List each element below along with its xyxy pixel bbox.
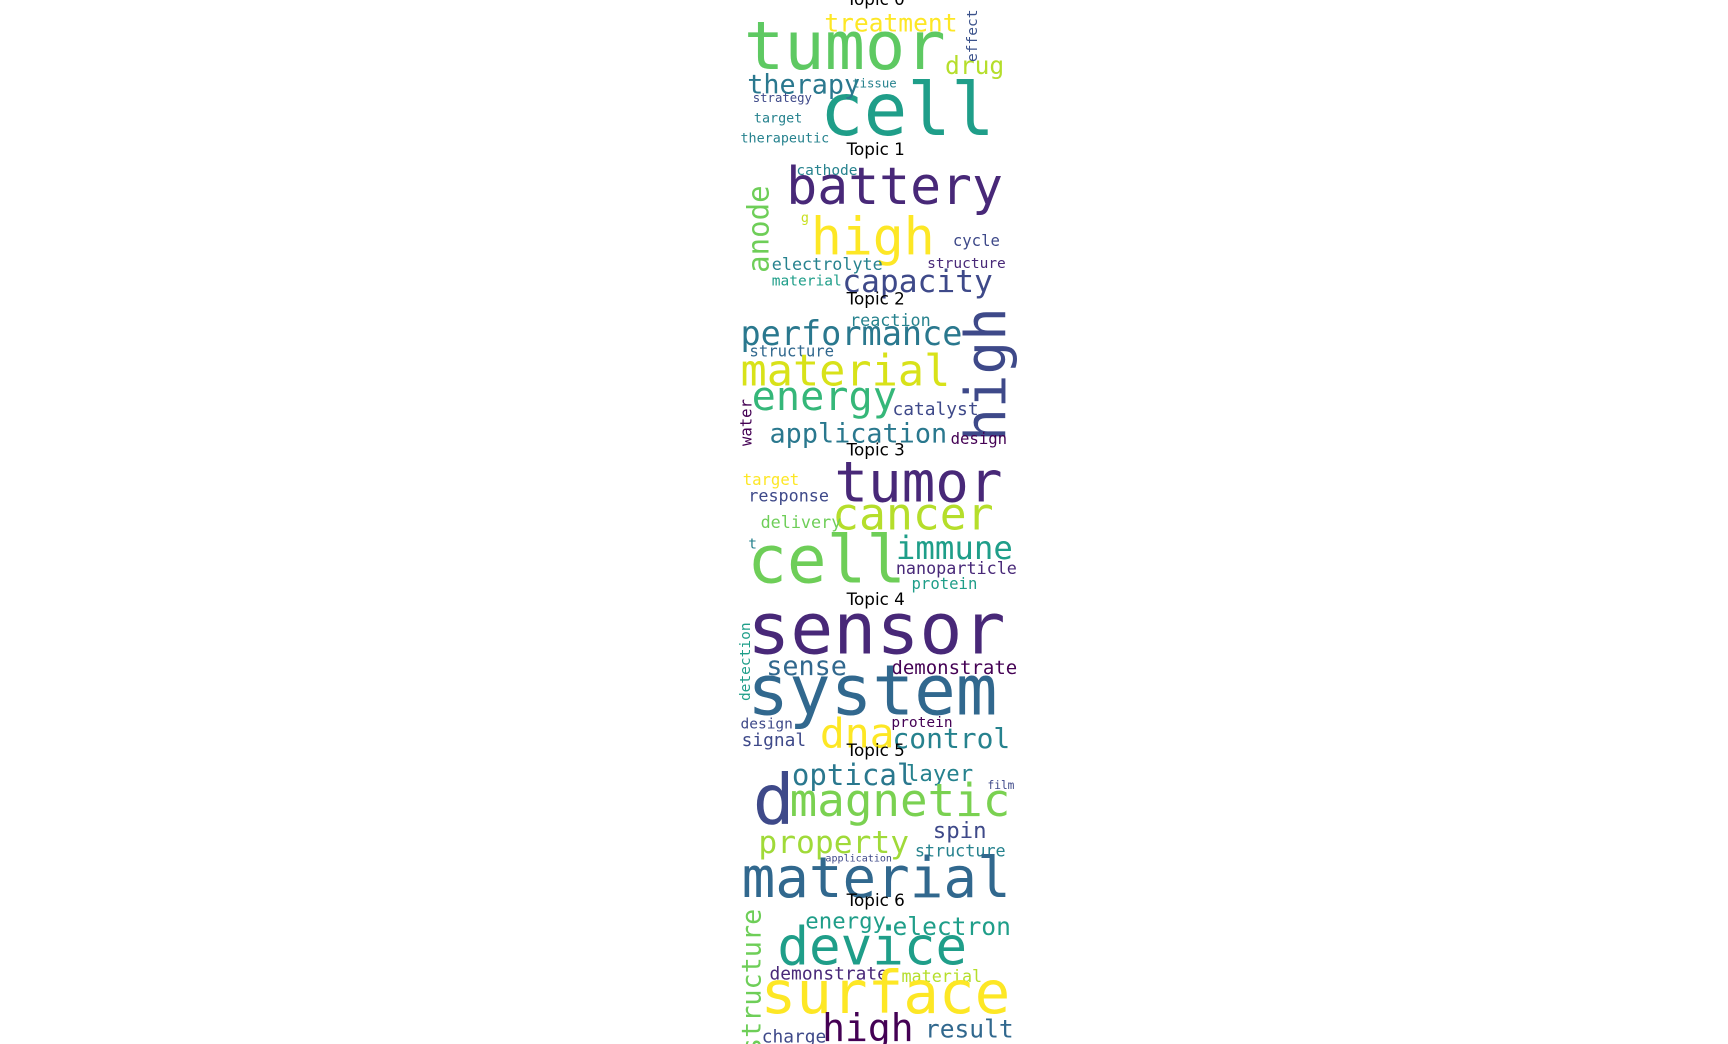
cloud-word: protein xyxy=(891,715,952,731)
cloud-word: treatment xyxy=(824,9,957,38)
cloud-word: application xyxy=(825,853,892,864)
cloud-word: application xyxy=(770,418,948,449)
topic-title: Topic 4 xyxy=(846,589,905,609)
cloud-word: t xyxy=(748,536,757,552)
cloud-word: high xyxy=(954,307,1019,442)
cloud-word: electron xyxy=(893,912,1011,941)
cloud-word: drug xyxy=(945,51,1004,80)
cloud-word: catalyst xyxy=(893,399,979,420)
cloud-word: sense xyxy=(766,651,847,682)
cloud-word: tumor xyxy=(744,7,946,85)
topic-title: Topic 5 xyxy=(846,740,905,760)
cloud-word: structure xyxy=(736,909,767,1044)
cloud-word: material xyxy=(740,346,950,396)
cloud-word: cathode xyxy=(796,163,857,179)
topic-title: Topic 2 xyxy=(846,289,905,309)
cloud-word: performance xyxy=(740,314,962,353)
cloud-word: material xyxy=(772,274,842,290)
topic-title: Topic 1 xyxy=(846,139,905,159)
cloud-word: delivery xyxy=(761,512,842,532)
cloud-word: tumor xyxy=(834,450,1002,515)
cloud-word: effect xyxy=(965,10,981,62)
cloud-word: reaction xyxy=(850,310,931,330)
cloud-word: protein xyxy=(912,574,978,593)
cloud-word: target xyxy=(754,111,802,126)
cloud-word: nanoparticle xyxy=(896,558,1017,578)
cloud-word: cell xyxy=(820,69,995,153)
cloud-word: high xyxy=(811,207,935,267)
cloud-word: structure xyxy=(749,342,834,361)
cloud-word: charge xyxy=(762,1026,827,1044)
cloud-word: spin xyxy=(933,818,987,844)
cloud-word: strategy xyxy=(753,91,812,105)
cloud-word: dna xyxy=(820,710,895,758)
cloud-word: material xyxy=(901,966,982,986)
cloud-word: cancer xyxy=(832,488,993,541)
topic-title: Topic 6 xyxy=(846,890,905,910)
cloud-word: system xyxy=(747,651,997,731)
cloud-word: response xyxy=(748,485,829,505)
cloud-word: d xyxy=(753,761,795,841)
cloud-word: structure xyxy=(915,841,1006,861)
cloud-word: signal xyxy=(742,730,807,751)
cloud-word: battery xyxy=(786,157,1003,217)
topic-title: Topic 3 xyxy=(846,439,905,459)
cloud-word: anode xyxy=(742,185,776,272)
cloud-word: capacity xyxy=(842,264,993,300)
cloud-word: therapeutic xyxy=(740,132,829,147)
cloud-word: sensor xyxy=(747,587,1005,670)
cloud-word: magnetic xyxy=(790,773,1011,827)
cloud-word: cycle xyxy=(953,231,1000,250)
cloud-word: detection xyxy=(738,622,754,701)
cloud-word: layer xyxy=(906,761,973,787)
cloud-word: cell xyxy=(747,522,906,599)
cloud-word: surface xyxy=(761,958,1011,1027)
cloud-word: structure xyxy=(927,256,1006,272)
cloud-word: immune xyxy=(896,529,1013,567)
cloud-word: property xyxy=(758,825,909,861)
cloud-word: energy xyxy=(752,374,897,420)
cloud-word: electrolyte xyxy=(772,254,883,274)
topic-title: Topic 0 xyxy=(846,0,905,9)
cloud-word: therapy xyxy=(747,70,860,101)
cloud-word: optical xyxy=(792,758,914,792)
cloud-word: control xyxy=(893,722,1011,755)
cloud-word: demonstrate xyxy=(770,964,888,985)
cloud-word: result xyxy=(925,1015,1014,1044)
cloud-word: demonstrate xyxy=(891,657,1017,679)
cloud-word: design xyxy=(740,716,792,732)
cloud-word: material xyxy=(742,846,1011,911)
cloud-word: high xyxy=(822,1006,914,1044)
cloud-word: design xyxy=(951,429,1007,448)
cloud-word: device xyxy=(777,917,967,978)
cloud-word: energy xyxy=(805,909,886,935)
cloud-word: tissue xyxy=(852,76,896,90)
cloud-word: target xyxy=(743,470,799,489)
cloud-word: water xyxy=(737,399,756,446)
cloud-word: g xyxy=(801,211,809,226)
cloud-word: film xyxy=(988,779,1015,792)
